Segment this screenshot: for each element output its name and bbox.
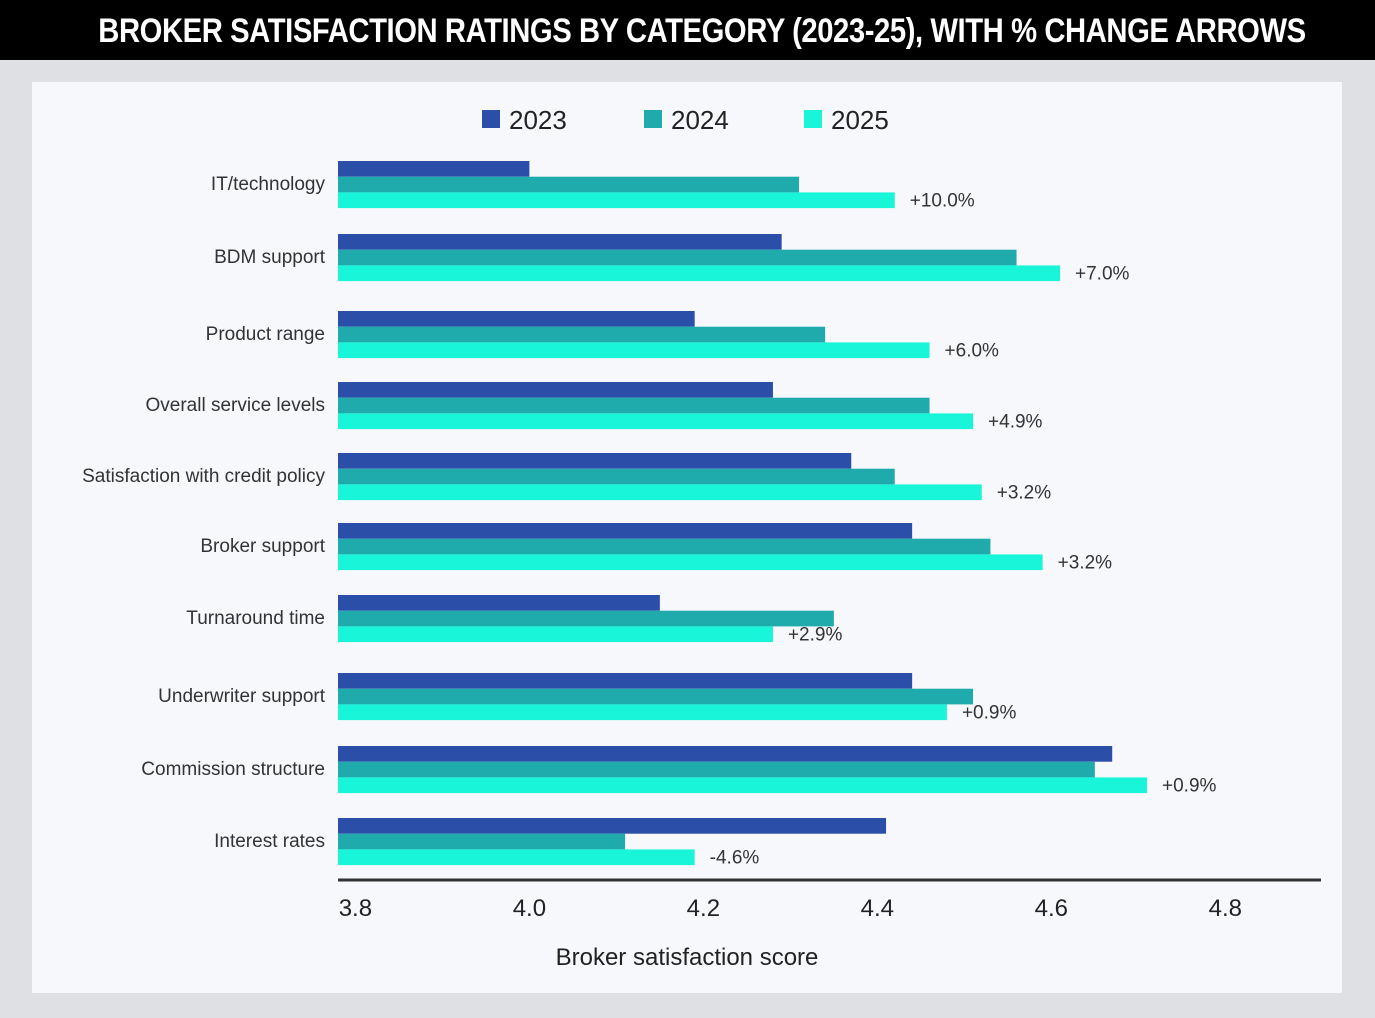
- change-annotation: +2.9%: [788, 624, 843, 645]
- bar-2024: [338, 688, 974, 705]
- bar-2025: [338, 342, 930, 359]
- legend-swatch-2024: [644, 110, 662, 128]
- legend-swatch-2023: [482, 110, 500, 128]
- change-annotation: +6.0%: [945, 340, 1000, 361]
- x-tick-label: 4.4: [861, 895, 894, 922]
- legend-label-2025: 2025: [831, 105, 889, 135]
- x-ticks: 3.8 4.0 4.2 4.4 4.6 4.8: [339, 895, 1242, 922]
- category-label: Broker support: [200, 536, 325, 557]
- bar-2025: [338, 704, 947, 721]
- legend-label-2023: 2023: [509, 105, 567, 135]
- bar-2023: [338, 595, 660, 611]
- legend-swatch-2025: [804, 110, 822, 128]
- bar-2023: [338, 161, 530, 177]
- category-label: Turnaround time: [186, 608, 325, 629]
- category-label: Overall service levels: [146, 395, 326, 416]
- bar-2025: [338, 626, 773, 643]
- x-tick-label: 4.8: [1209, 895, 1242, 922]
- change-annotation: -4.6%: [710, 847, 760, 868]
- category-label: BDM support: [214, 247, 326, 268]
- bar-2024: [338, 468, 895, 485]
- chart-title: BROKER SATISFACTION RATINGS BY CATEGORY …: [0, 0, 1375, 60]
- bar-2023: [338, 746, 1113, 762]
- category-label: IT/technology: [211, 174, 326, 195]
- bar-2025: [338, 413, 974, 430]
- legend: 2023 2024 2025: [482, 105, 889, 135]
- change-annotation: +4.9%: [988, 411, 1043, 432]
- bar-2023: [338, 523, 913, 539]
- change-annotation: +0.9%: [1162, 775, 1217, 796]
- bar-2024: [338, 610, 834, 627]
- bars: IT/technology +10.0% BDM support +7.0% Produ…: [82, 161, 1217, 868]
- change-annotation: +3.2%: [997, 482, 1052, 503]
- bar-2024: [338, 326, 826, 343]
- bar-2023: [338, 453, 852, 469]
- x-tick-label: 4.0: [513, 895, 546, 922]
- bar-2025: [338, 849, 695, 866]
- chart-title-text: BROKER SATISFACTION RATINGS BY CATEGORY …: [98, 12, 1306, 50]
- bar-2023: [338, 382, 773, 398]
- bar-2023: [338, 311, 695, 327]
- bar-2025: [338, 192, 895, 209]
- bar-2024: [338, 176, 800, 193]
- legend-label-2024: 2024: [671, 105, 729, 135]
- category-label: Product range: [206, 324, 325, 345]
- x-tick-label: 4.2: [687, 895, 720, 922]
- bar-2023: [338, 234, 782, 250]
- bar-2024: [338, 249, 1017, 266]
- x-tick-label: 4.6: [1035, 895, 1068, 922]
- bar-2024: [338, 833, 626, 850]
- bar-2024: [338, 538, 991, 555]
- change-annotation: +0.9%: [962, 702, 1017, 723]
- bar-2024: [338, 397, 930, 414]
- bar-2025: [338, 554, 1043, 571]
- bar-2024: [338, 761, 1095, 778]
- category-label: Commission structure: [141, 759, 325, 780]
- category-label: Interest rates: [214, 831, 325, 852]
- bar-2023: [338, 673, 913, 689]
- bar-2025: [338, 484, 982, 501]
- category-label: Satisfaction with credit policy: [82, 466, 325, 487]
- x-axis-label: Broker satisfaction score: [556, 944, 819, 971]
- change-annotation: +3.2%: [1058, 552, 1113, 573]
- bar-2025: [338, 777, 1148, 794]
- change-annotation: +7.0%: [1075, 263, 1130, 284]
- change-annotation: +10.0%: [910, 190, 975, 211]
- category-label: Underwriter support: [158, 686, 326, 707]
- bar-2023: [338, 818, 887, 834]
- x-tick-label: 3.8: [339, 895, 372, 922]
- bar-2025: [338, 265, 1061, 282]
